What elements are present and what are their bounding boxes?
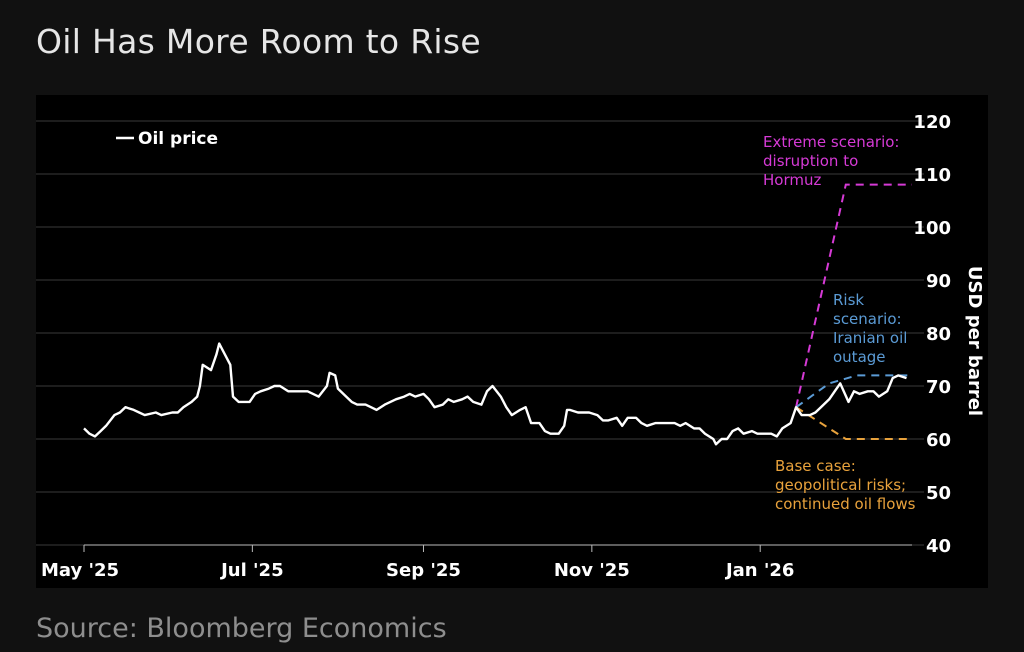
- extreme-annotation: Extreme scenario: disruption to Hormuz: [763, 133, 899, 189]
- annotation-line: Iranian oil: [833, 329, 907, 347]
- y-tick-label: 50: [926, 483, 951, 504]
- x-tick-label: May '25: [41, 560, 119, 581]
- annotation-line: geopolitical risks;: [775, 476, 906, 494]
- legend-oil-price: Oil price: [138, 129, 218, 149]
- oil-price-series: [83, 342, 907, 446]
- y-tick-label: 110: [913, 165, 951, 186]
- chart-svg: 40 50 60 70 80 90 100 110 120 May '25 Jul '25 Sep …: [36, 112, 985, 581]
- y-tick-label: 70: [926, 377, 951, 398]
- y-tick-label: 60: [926, 430, 951, 451]
- scenario-lines: [795, 183, 912, 440]
- x-tick-label: Jan '26: [724, 560, 794, 581]
- base-scenario-line: [795, 406, 912, 440]
- y-tick-label: 100: [913, 218, 951, 239]
- annotation-line: continued oil flows: [775, 495, 916, 513]
- x-tick-label: Nov '25: [554, 560, 630, 581]
- annotation-line: Base case:: [775, 457, 856, 475]
- oil-price-line: [83, 342, 907, 446]
- annotation-line: scenario:: [833, 310, 902, 328]
- annotation-line: Extreme scenario:: [763, 133, 899, 151]
- gridlines: [36, 120, 924, 546]
- risk-annotation: Risk scenario: Iranian oil outage: [833, 291, 907, 366]
- annotation-line: outage: [833, 348, 886, 366]
- y-tick-label: 90: [926, 271, 951, 292]
- x-tick-label: Jul '25: [219, 560, 284, 581]
- y-tick-label: 120: [913, 112, 951, 133]
- y-tick-labels: 40 50 60 70 80 90 100 110 120: [913, 112, 951, 557]
- y-axis-label: USD per barrel: [964, 266, 985, 416]
- chart-title: Oil Has More Room to Rise: [36, 22, 481, 61]
- y-tick-label: 80: [926, 324, 951, 345]
- base-annotation: Base case: geopolitical risks; continued o…: [775, 457, 916, 513]
- legend: Oil price: [116, 129, 218, 149]
- y-tick-label: 40: [926, 536, 951, 557]
- extreme-scenario-line: [795, 183, 912, 408]
- annotations: Extreme scenario: disruption to Hormuz Risk…: [763, 133, 916, 513]
- x-tick-label: Sep '25: [386, 560, 461, 581]
- annotation-line: Risk: [833, 291, 864, 309]
- chart-area: 40 50 60 70 80 90 100 110 120 May '25 Jul '25 Sep …: [36, 95, 988, 588]
- x-tick-labels: May '25 Jul '25 Sep '25 Nov '25 Jan '26: [41, 560, 794, 581]
- source-note: Source: Bloomberg Economics: [36, 613, 447, 644]
- risk-scenario-line: [795, 374, 912, 409]
- annotation-line: Hormuz: [763, 171, 821, 189]
- x-axis: [83, 544, 912, 552]
- annotation-line: disruption to: [763, 152, 858, 170]
